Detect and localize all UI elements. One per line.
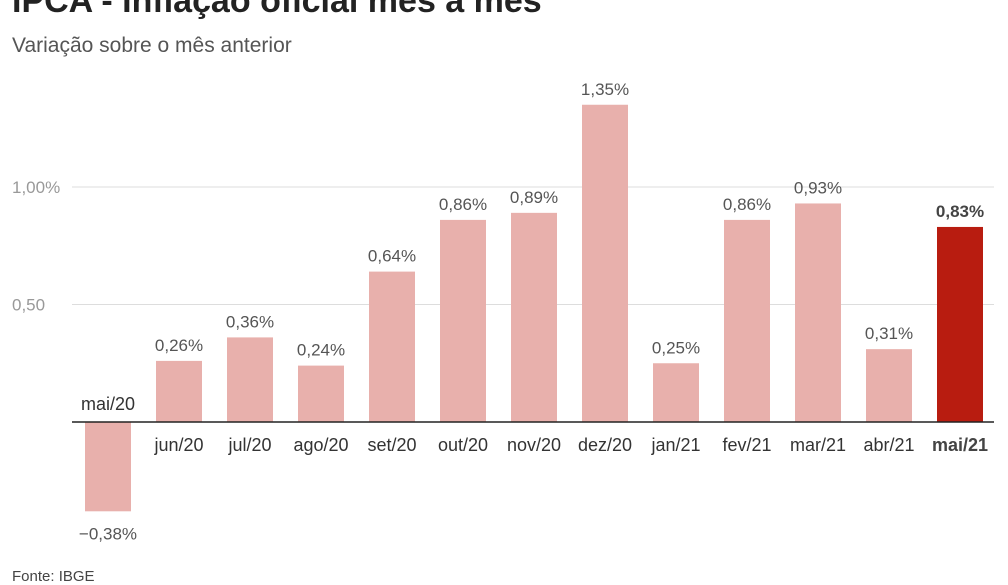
chart-subtitle: Variação sobre o mês anterior <box>12 34 292 57</box>
category-label: abr/21 <box>863 435 914 455</box>
bar-abr-21 <box>866 349 912 422</box>
value-label: 0,31% <box>865 324 913 343</box>
value-label: 0,89% <box>510 188 558 207</box>
y-tick-label: 0,50 <box>12 296 45 315</box>
value-label: 0,83% <box>936 202 984 221</box>
bar-mar-21 <box>795 203 841 422</box>
bar-out-20 <box>440 219 486 422</box>
value-label: 0,36% <box>226 312 274 331</box>
bar-dez-20 <box>582 104 628 422</box>
bar-jan-21 <box>653 363 699 422</box>
chart-title: IPCA - Inflação oficial mês a mês <box>12 0 542 20</box>
bars <box>72 104 994 512</box>
category-label: mai/20 <box>81 394 135 414</box>
value-label: 0,25% <box>652 338 700 357</box>
category-label: jun/20 <box>153 435 203 455</box>
bar-jul-20 <box>227 337 273 422</box>
labels: 0,50 1,00% −0,38% mai/20 0,26% jun/20 0,36% jul… <box>12 80 988 544</box>
category-label: fev/21 <box>722 435 771 455</box>
bar-nov-20 <box>511 212 557 422</box>
category-label: jan/21 <box>650 435 700 455</box>
category-label: nov/20 <box>507 435 561 455</box>
bar-jun-20 <box>156 360 202 422</box>
value-label: 0,64% <box>368 247 416 266</box>
category-label: ago/20 <box>293 435 348 455</box>
category-label: set/20 <box>367 435 416 455</box>
value-label: 0,24% <box>297 341 345 360</box>
bar-ago-20 <box>298 365 344 422</box>
bar-mai-20 <box>85 422 131 512</box>
value-label: −0,38% <box>79 524 137 543</box>
bar-set-20 <box>369 271 415 422</box>
value-label: 0,86% <box>723 195 771 214</box>
category-label: out/20 <box>438 435 488 455</box>
category-label: mar/21 <box>790 435 846 455</box>
value-label: 0,93% <box>794 178 842 197</box>
category-label: mai/21 <box>932 435 988 455</box>
y-tick-label: 1,00% <box>12 178 60 197</box>
value-label: 0,86% <box>439 195 487 214</box>
source-note: Fonte: IBGE <box>12 568 95 585</box>
category-label: dez/20 <box>578 435 632 455</box>
bar-fev-21 <box>724 219 770 422</box>
value-label: 0,26% <box>155 336 203 355</box>
bar-mai-21 <box>937 226 983 422</box>
category-label: jul/20 <box>227 435 271 455</box>
value-label: 1,35% <box>581 80 629 99</box>
